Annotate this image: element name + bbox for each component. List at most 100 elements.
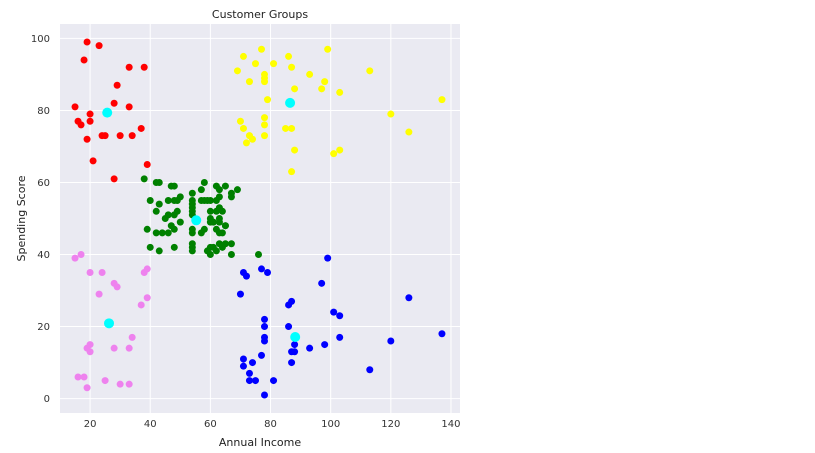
data-point xyxy=(330,150,338,158)
x-tick-label: 80 xyxy=(264,419,277,430)
data-point xyxy=(336,312,344,320)
data-point xyxy=(200,225,208,233)
data-point xyxy=(143,160,151,168)
data-point xyxy=(170,225,178,233)
data-point xyxy=(242,272,250,280)
y-tick-label: 40 xyxy=(37,250,50,261)
data-point xyxy=(125,103,133,111)
data-point xyxy=(146,196,154,204)
data-point xyxy=(261,121,269,129)
data-point xyxy=(291,146,299,154)
data-point xyxy=(83,384,91,392)
data-point xyxy=(261,323,269,331)
data-point xyxy=(324,45,332,53)
x-tick-label: 100 xyxy=(321,419,340,430)
data-point xyxy=(110,344,118,352)
data-point xyxy=(227,193,235,201)
data-point xyxy=(288,348,296,356)
data-point xyxy=(336,88,344,96)
series-3 xyxy=(71,251,151,392)
x-tick-label: 20 xyxy=(84,419,97,430)
data-point xyxy=(197,186,205,194)
y-tick-label: 0 xyxy=(44,394,50,405)
data-point xyxy=(143,225,151,233)
data-point xyxy=(251,377,259,385)
data-point xyxy=(170,182,178,190)
data-point xyxy=(239,355,247,363)
data-point xyxy=(239,52,247,60)
data-point xyxy=(206,207,214,215)
data-point xyxy=(261,391,269,399)
x-axis: 20 40 60 80 100 120 140 xyxy=(84,419,461,430)
data-point xyxy=(116,380,124,388)
data-point xyxy=(188,229,196,237)
data-point xyxy=(218,229,226,237)
series-1 xyxy=(233,45,446,176)
data-point xyxy=(239,124,247,132)
data-point xyxy=(336,333,344,341)
data-point xyxy=(387,110,395,118)
data-point xyxy=(212,247,220,255)
data-point xyxy=(86,269,94,277)
data-point xyxy=(209,218,217,226)
data-point xyxy=(288,359,296,367)
data-point xyxy=(366,67,374,75)
data-point xyxy=(282,124,290,132)
data-point xyxy=(227,251,235,259)
centroid-point xyxy=(290,332,301,343)
data-point xyxy=(261,78,269,86)
data-point xyxy=(221,240,229,248)
y-axis: 0 20 40 60 80 100 xyxy=(31,34,50,405)
data-point xyxy=(306,344,314,352)
data-point xyxy=(152,229,160,237)
data-point xyxy=(71,103,79,111)
data-point xyxy=(155,247,163,255)
data-point xyxy=(245,377,253,385)
data-point xyxy=(110,99,118,107)
data-point xyxy=(188,189,196,197)
data-point xyxy=(101,377,109,385)
data-point xyxy=(113,283,121,291)
data-point xyxy=(146,243,154,251)
data-point xyxy=(188,247,196,255)
data-point xyxy=(116,132,124,140)
data-point xyxy=(164,196,172,204)
data-point xyxy=(288,168,296,176)
data-point xyxy=(270,60,278,68)
data-point xyxy=(80,373,88,381)
centroid-point xyxy=(285,97,296,108)
data-point xyxy=(80,56,88,64)
data-point xyxy=(258,351,266,359)
data-point xyxy=(227,240,235,248)
data-point xyxy=(288,124,296,132)
data-point xyxy=(306,70,314,78)
centroid-point xyxy=(104,318,115,329)
data-point xyxy=(258,45,266,53)
data-point xyxy=(405,128,413,136)
data-point xyxy=(330,308,338,316)
y-axis-title: Spending Score xyxy=(15,175,28,261)
data-point xyxy=(251,60,259,68)
data-point xyxy=(285,323,293,331)
data-point xyxy=(206,251,214,259)
y-tick-label: 80 xyxy=(37,106,50,117)
data-point xyxy=(318,85,326,93)
data-point xyxy=(176,218,184,226)
data-point xyxy=(176,193,184,201)
data-point xyxy=(215,186,223,194)
data-point xyxy=(98,269,106,277)
data-point xyxy=(170,243,178,251)
data-point xyxy=(86,348,94,356)
data-point xyxy=(321,78,329,86)
data-point xyxy=(137,301,145,309)
data-point xyxy=(128,132,136,140)
data-point xyxy=(405,294,413,302)
data-point xyxy=(438,330,446,338)
y-tick-label: 60 xyxy=(37,178,50,189)
data-point xyxy=(125,380,133,388)
data-point xyxy=(324,254,332,262)
data-point xyxy=(321,341,329,349)
data-point xyxy=(74,373,82,381)
data-point xyxy=(261,337,269,345)
data-point xyxy=(264,269,272,277)
